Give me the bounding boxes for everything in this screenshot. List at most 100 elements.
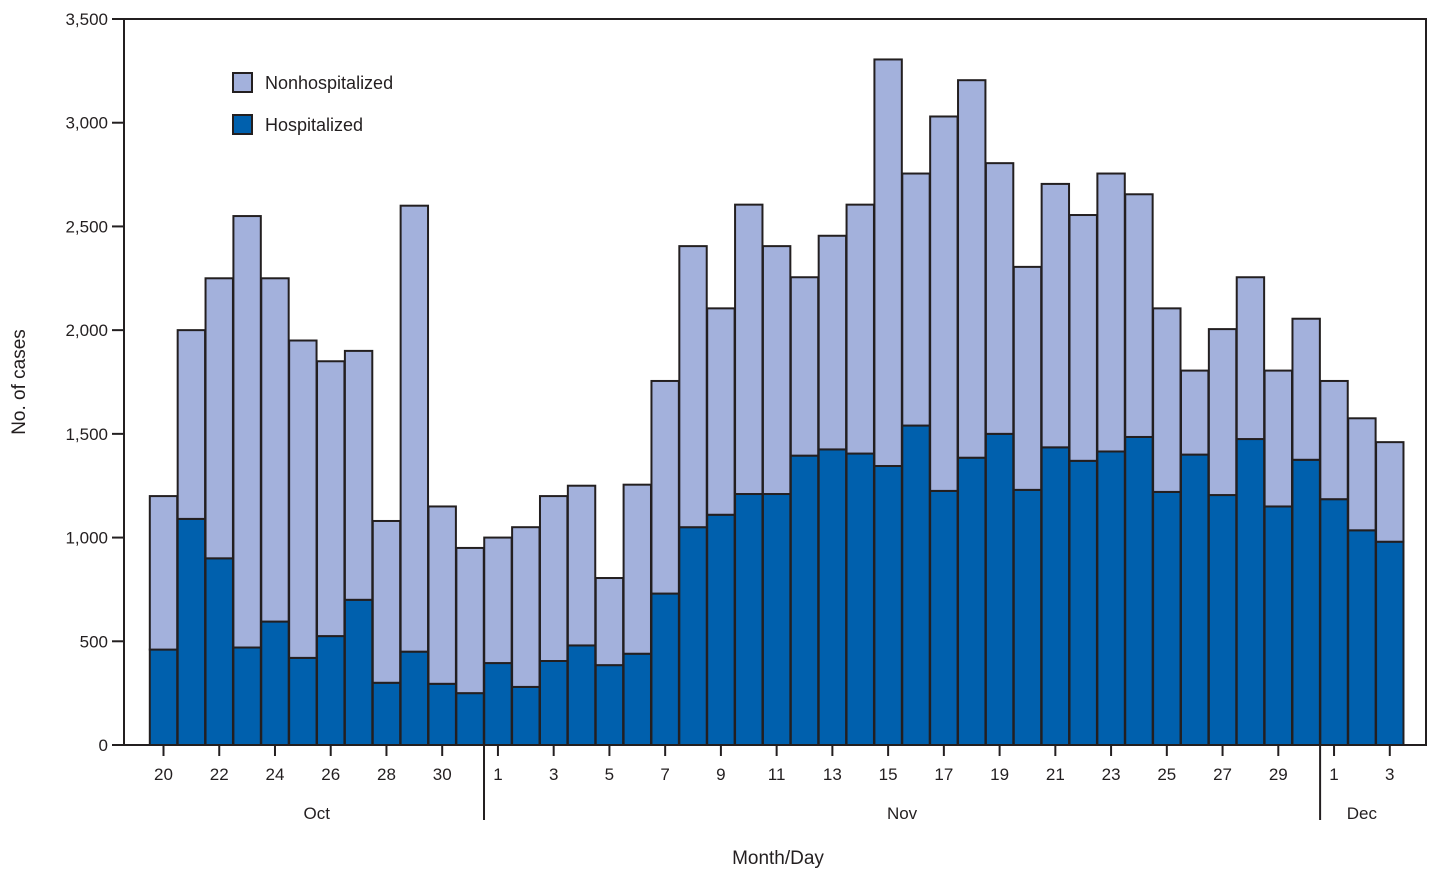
y-tick-label: 1,000 (65, 529, 108, 548)
bar-hospitalized (1152, 490, 1182, 746)
y-tick-label: 2,500 (65, 217, 108, 236)
bar-hospitalized (957, 456, 987, 746)
y-tick-label: 3,500 (65, 10, 108, 29)
legend-swatch (232, 114, 253, 135)
bar-hospitalized (483, 662, 513, 747)
legend: Nonhospitalized Hospitalized (232, 72, 393, 135)
bar-hospitalized (511, 685, 541, 746)
x-tick-label: 25 (1157, 765, 1176, 784)
bar-hospitalized (761, 493, 792, 747)
plot-frame (123, 18, 1427, 746)
bar-hospitalized (1235, 438, 1266, 746)
x-axis-title: Month/Day (732, 848, 824, 869)
bar-nonhospitalized (1040, 182, 1071, 449)
legend-label: Hospitalized (265, 115, 363, 135)
y-tick-label: 500 (80, 632, 108, 651)
bar-nonhospitalized (901, 172, 931, 427)
bar-hospitalized (538, 659, 569, 746)
bar-nonhospitalized (929, 115, 959, 492)
bar-nonhospitalized (566, 484, 597, 647)
x-tick-label: 13 (823, 765, 842, 784)
x-tick-label: 7 (660, 765, 669, 784)
bar-nonhospitalized (538, 495, 569, 662)
y-tick-label: 0 (99, 736, 108, 755)
bar-nonhospitalized (483, 536, 513, 665)
bar-nonhospitalized (316, 360, 346, 638)
bar-hospitalized (371, 681, 402, 747)
bar-nonhospitalized (1319, 379, 1349, 501)
bar-hospitalized (1179, 453, 1210, 746)
bar-nonhospitalized (176, 329, 207, 520)
x-tick-label: 23 (1102, 765, 1121, 784)
bar-hospitalized (929, 489, 959, 746)
x-tick-label: 27 (1213, 765, 1232, 784)
bar-hospitalized (1319, 498, 1349, 747)
y-tick-label: 3,000 (65, 114, 108, 133)
bar-hospitalized (789, 454, 820, 746)
bar-nonhospitalized (1012, 265, 1043, 491)
bar-hospitalized (873, 465, 903, 746)
bar-nonhospitalized (1068, 214, 1098, 462)
bar-nonhospitalized (343, 349, 374, 601)
bar-nonhospitalized (260, 277, 290, 623)
bar-hospitalized (1068, 459, 1098, 746)
bar-hospitalized (817, 448, 848, 746)
bar-hospitalized (901, 424, 931, 746)
x-tick-label: 21 (1046, 765, 1065, 784)
x-tick-label: 22 (210, 765, 229, 784)
month-label: Oct (304, 804, 331, 823)
x-axis: 20 22 24 26 28 30 1 3 5 7 9 11 13 15 17 19 21 23 25 27 29 1 3O… (154, 745, 1395, 823)
bar-hospitalized (288, 656, 318, 747)
bar-nonhospitalized (1207, 328, 1238, 497)
x-tick-label: 3 (1385, 765, 1394, 784)
bar-hospitalized (343, 598, 374, 746)
y-axis: 0 500 1,000 1,500 2,000 2,500 3,000 3,500 (65, 10, 124, 755)
legend-label: Nonhospitalized (265, 73, 393, 93)
bar-nonhospitalized (845, 203, 875, 455)
bar-hospitalized (845, 452, 875, 746)
bar-hospitalized (316, 635, 346, 746)
bar-hospitalized (1263, 505, 1293, 746)
bar-hospitalized (148, 648, 179, 747)
bar-nonhospitalized (957, 79, 987, 459)
y-tick-label: 2,000 (65, 321, 108, 340)
bar-hospitalized (984, 432, 1015, 746)
x-tick-label: 29 (1269, 765, 1288, 784)
bar-hospitalized (566, 644, 597, 746)
bar-nonhospitalized (148, 495, 179, 651)
x-tick-label: 17 (934, 765, 953, 784)
bar-nonhospitalized (594, 577, 625, 667)
month-label: Dec (1347, 804, 1378, 823)
bar-hospitalized (260, 620, 290, 747)
legend-swatch (232, 72, 253, 93)
bar-nonhospitalized (789, 276, 820, 457)
bar-nonhospitalized (1235, 276, 1266, 441)
bar-nonhospitalized (650, 379, 680, 595)
y-axis-title: No. of cases (9, 329, 30, 435)
bar-nonhospitalized (1291, 317, 1321, 461)
bar-nonhospitalized (734, 203, 764, 496)
bar-hospitalized (455, 692, 485, 747)
bar-hospitalized (1124, 435, 1154, 746)
bars-layer (148, 58, 1405, 747)
bar-nonhospitalized (706, 307, 736, 516)
bar-hospitalized (734, 493, 764, 747)
bar-hospitalized (1347, 529, 1377, 746)
bar-hospitalized (176, 517, 207, 747)
bar-hospitalized (1040, 446, 1071, 746)
bar-hospitalized (232, 646, 262, 747)
bar-hospitalized (678, 526, 708, 747)
bar-nonhospitalized (232, 215, 262, 649)
x-tick-label: 19 (990, 765, 1009, 784)
x-tick-label: 3 (549, 765, 558, 784)
bar-nonhospitalized (204, 277, 234, 560)
month-label: Nov (887, 804, 918, 823)
x-tick-label: 20 (154, 765, 173, 784)
x-tick-label: 9 (716, 765, 725, 784)
bar-hospitalized (706, 513, 736, 746)
bar-nonhospitalized (427, 505, 457, 685)
bar-nonhospitalized (622, 483, 652, 655)
bar-hospitalized (622, 652, 652, 746)
bar-hospitalized (399, 650, 430, 746)
